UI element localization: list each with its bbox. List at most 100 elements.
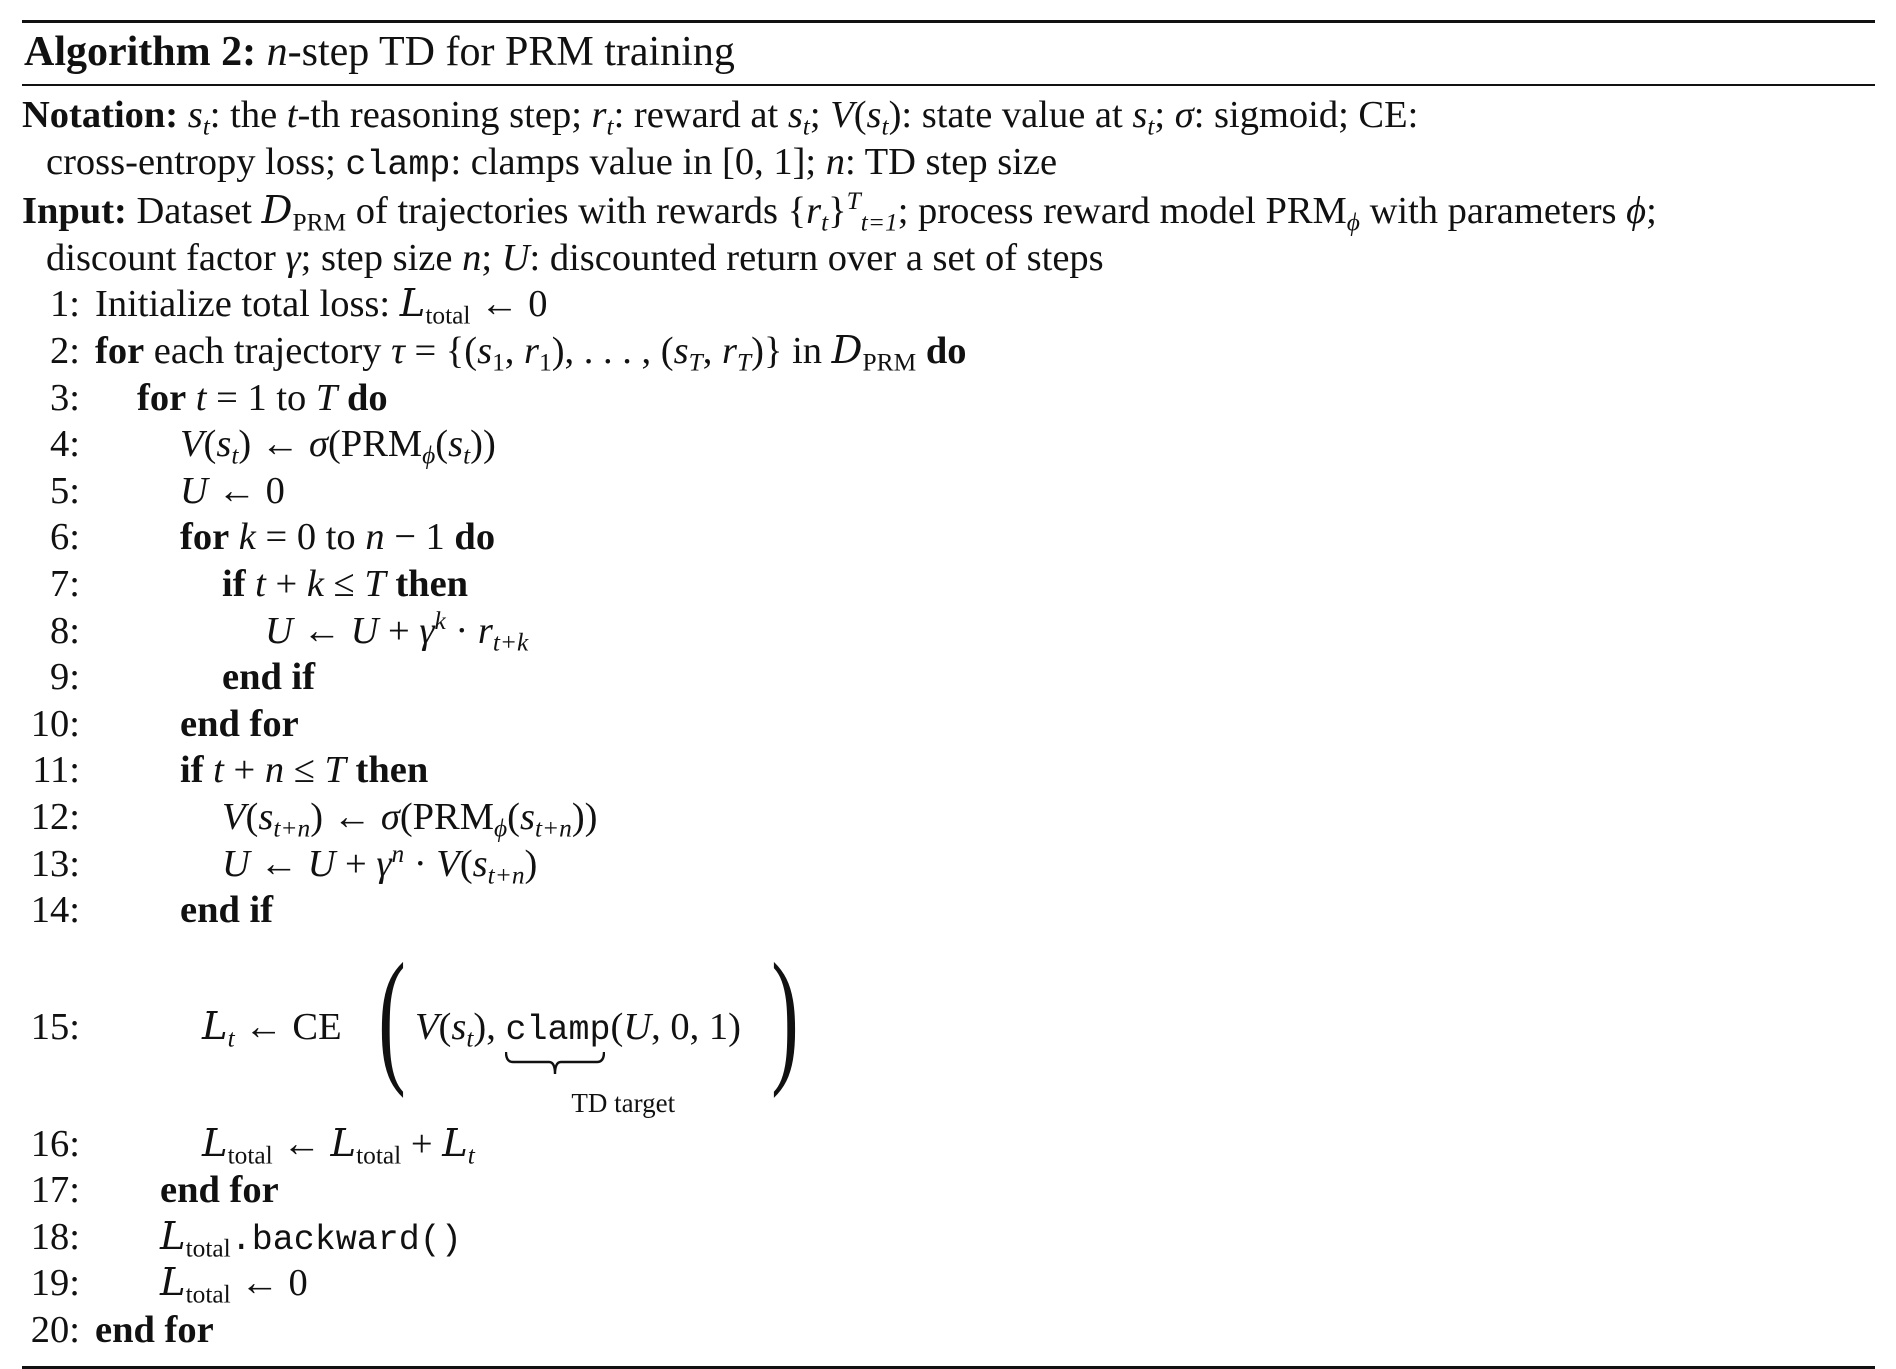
text: of trajectories with rewards	[346, 190, 788, 233]
text: (	[438, 1005, 452, 1048]
sym-sub: total	[356, 1141, 402, 1170]
sym-sub: t	[466, 1024, 474, 1053]
text: ← 0	[470, 283, 548, 326]
sym: σ	[308, 423, 328, 466]
line-number: 2:	[50, 329, 80, 372]
text: = {(	[404, 329, 478, 372]
text: with parameters	[1359, 190, 1627, 233]
sym: r	[722, 329, 737, 372]
code-text: .backward()	[230, 1219, 462, 1260]
sym: U	[222, 842, 250, 885]
line-code: if t + k ≤ T then	[222, 561, 468, 608]
line-code: Ltotal.backward()	[160, 1214, 462, 1264]
sym: L	[160, 1213, 186, 1259]
line-code: if t + n ≤ T then	[180, 747, 428, 794]
sym: L	[442, 1120, 468, 1166]
line-number: 16:	[30, 1122, 80, 1165]
algo-line-19: 19: Ltotal ← 0	[22, 1260, 1875, 1307]
sym-sub: t	[463, 441, 471, 470]
line-number: 10:	[30, 702, 80, 745]
text: (	[853, 94, 867, 136]
text: Dataset	[126, 190, 262, 233]
sym-sub: T	[688, 348, 703, 377]
sym: r	[524, 329, 540, 372]
line-number: 7:	[50, 562, 80, 605]
line-code: for t = 1 to T do	[137, 375, 388, 422]
text: : TD step size	[844, 140, 1058, 183]
sym-sub: PRM	[292, 208, 347, 237]
sym-sub: t	[881, 112, 889, 141]
sym: t	[186, 376, 207, 419]
sym: t	[203, 749, 224, 792]
keyword: do	[444, 516, 496, 559]
sym-sub: t+k	[492, 628, 529, 657]
text: ←	[249, 842, 308, 885]
text: ))	[571, 795, 598, 838]
sym: s	[787, 94, 803, 136]
sym-sub: t	[802, 112, 810, 141]
algo-line-5: 5: U ← 0	[22, 468, 1875, 515]
sym: V	[830, 94, 854, 136]
sym: T	[315, 376, 338, 419]
text: : sigmoid; CE:	[1193, 94, 1419, 136]
sym: τ	[391, 329, 405, 372]
sym: r	[591, 94, 607, 136]
text: ;	[481, 236, 502, 279]
algo-line-4: 4: V(st) ← σ(PRMϕ(st))	[22, 421, 1875, 468]
text: = 0 to	[255, 516, 366, 559]
keyword: then	[345, 749, 429, 792]
text: ) ←	[238, 423, 309, 466]
line-number: 14:	[30, 889, 80, 932]
text: , 0, 1)	[651, 1005, 741, 1048]
line-code: Initialize total loss: Ltotal ← 0	[95, 281, 547, 328]
sym-sup: k	[434, 606, 446, 635]
algo-line-20: 20: end for	[22, 1307, 1875, 1354]
text: )	[524, 842, 538, 885]
line-code: end for	[180, 701, 299, 748]
input-label: Input:	[22, 190, 127, 233]
title-rule	[22, 84, 1875, 86]
sym-sub: PRM	[862, 348, 917, 377]
sym: s	[216, 423, 232, 466]
text: (PRM	[399, 795, 494, 838]
line-number: 9:	[50, 656, 80, 699]
text: +	[401, 1122, 443, 1165]
input-continuation: discount factor γ; step size n; U: disco…	[46, 235, 1875, 282]
text: ← 0	[230, 1262, 308, 1305]
sym: U	[501, 236, 530, 279]
line-code: end if	[222, 654, 315, 701]
text: ;	[1154, 94, 1175, 136]
title-variable: n	[266, 29, 288, 75]
sym-sup: T	[846, 187, 861, 216]
sym: t	[286, 94, 298, 136]
line-number: 1:	[50, 283, 80, 326]
algo-line-18: 18: Ltotal.backward()	[22, 1214, 1875, 1261]
sym: ϕ	[1626, 190, 1647, 233]
line-code: V(st) ← σ(PRMϕ(st))	[180, 421, 496, 468]
line-code: end if	[180, 887, 273, 934]
text: ← CE	[234, 1005, 342, 1048]
line-number: 19:	[30, 1262, 80, 1305]
text: ))	[470, 423, 496, 466]
keyword: if	[180, 749, 204, 792]
sym: T	[324, 749, 346, 792]
text: (PRM	[327, 423, 423, 466]
big-right-paren: )	[771, 932, 799, 1099]
sym: L	[202, 1003, 228, 1049]
algorithm-body: Notation: st: the t-th reasoning step; r…	[22, 86, 1875, 1354]
algorithm-label: Algorithm 2:	[24, 29, 257, 75]
sym-sub: t+n	[534, 814, 572, 843]
sym-sub: T	[737, 348, 752, 377]
sym: s	[477, 329, 493, 372]
line-code: U ← 0	[180, 468, 285, 515]
line-number: 13:	[30, 842, 80, 885]
keyword: end if	[222, 656, 316, 699]
text: : the	[209, 94, 287, 136]
line-code: end for	[160, 1167, 279, 1214]
text: : clamps value in [0, 1];	[450, 140, 826, 183]
bottom-rule	[22, 1365, 1875, 1369]
line-code: for each trajectory τ = {(s1, r1), . . .…	[95, 328, 966, 375]
sym: k	[229, 516, 256, 559]
sym-sub: total	[185, 1234, 231, 1263]
text: (	[610, 1005, 624, 1048]
